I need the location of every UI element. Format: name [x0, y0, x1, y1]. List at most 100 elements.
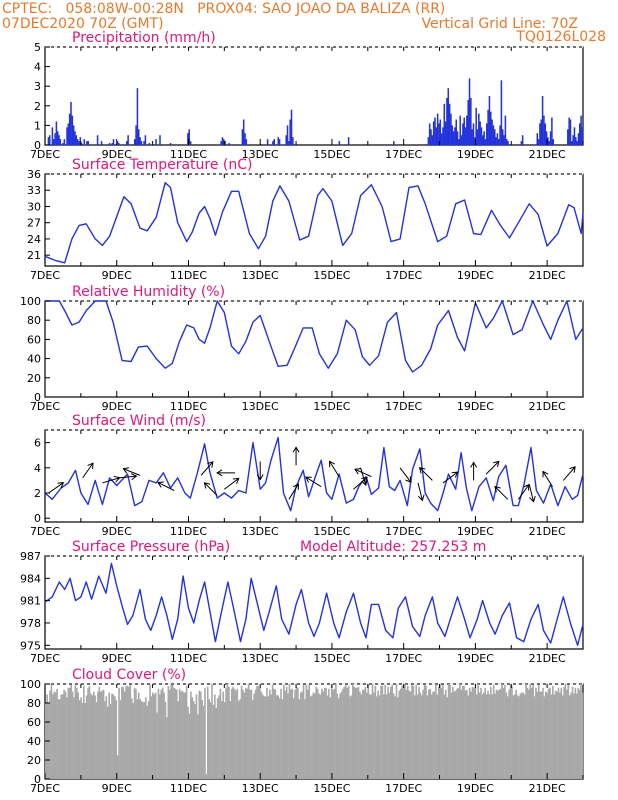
- bar: [570, 692, 572, 779]
- panel-2: 0 20 40 60 80 100 7DEC 9DEC 11DEC 13DEC 15DEC 17DEC…: [20, 284, 584, 413]
- bar: [259, 687, 261, 779]
- bar: [502, 687, 505, 779]
- bar: [468, 687, 471, 779]
- bar: [495, 137, 497, 145]
- bar: [209, 702, 212, 779]
- bar: [332, 689, 334, 779]
- bar: [169, 143, 172, 145]
- bar: [433, 691, 436, 779]
- bar: [507, 141, 509, 145]
- bar: [483, 692, 485, 779]
- bar: [539, 123, 541, 145]
- header-run-time: 07DEC2020 70Z (GMT): [2, 16, 164, 32]
- bar: [492, 684, 495, 779]
- bar: [228, 686, 230, 779]
- bar: [192, 701, 195, 779]
- bar: [574, 687, 577, 779]
- bar: [144, 135, 147, 145]
- bar: [556, 691, 558, 779]
- bar: [460, 135, 463, 145]
- y-tick-label: 987: [20, 550, 41, 563]
- y-tick-label: 0: [34, 391, 41, 404]
- bar: [491, 694, 494, 779]
- bar: [575, 693, 578, 779]
- bar: [273, 688, 275, 779]
- bar: [80, 697, 82, 779]
- bar: [446, 697, 448, 779]
- bar: [142, 702, 144, 779]
- bar: [328, 688, 330, 779]
- bar: [156, 712, 158, 779]
- wind-arrows: [48, 446, 576, 503]
- bar: [87, 687, 89, 779]
- bar: [505, 139, 508, 145]
- panel-title: Surface Pressure (hPa): [72, 539, 230, 555]
- bar: [77, 692, 79, 779]
- bar: [549, 687, 551, 779]
- bar: [305, 684, 308, 779]
- bar: [126, 685, 129, 779]
- y-tick-label: 4: [34, 61, 41, 74]
- bar: [501, 684, 503, 779]
- bar: [199, 691, 202, 779]
- bar: [218, 695, 220, 779]
- bar: [230, 688, 233, 779]
- bar: [254, 689, 257, 779]
- bar: [443, 103, 446, 145]
- bar: [256, 685, 258, 779]
- bar: [478, 692, 481, 779]
- bar: [164, 702, 167, 779]
- series-line: [44, 562, 584, 646]
- bar: [428, 123, 431, 145]
- bar: [430, 694, 433, 779]
- y-tick-label: 36: [27, 168, 41, 181]
- bar: [57, 699, 60, 779]
- x-tick-label: 11DEC: [170, 525, 207, 538]
- bar: [573, 693, 575, 779]
- bar: [436, 113, 439, 145]
- bar: [374, 685, 377, 779]
- wind-arrow: [542, 470, 553, 487]
- bar: [456, 688, 458, 779]
- bar: [490, 686, 492, 779]
- bar: [335, 684, 337, 779]
- bar: [503, 135, 505, 145]
- bar: [368, 694, 371, 779]
- bar: [377, 690, 379, 779]
- wind-arrow: [82, 462, 94, 479]
- bar: [139, 137, 141, 145]
- x-tick-label: 15DEC: [313, 652, 350, 665]
- bar: [521, 692, 523, 779]
- bar: [528, 689, 530, 779]
- bar: [205, 774, 208, 779]
- wind-arrow: [292, 446, 300, 466]
- wind-arrow: [354, 468, 372, 478]
- bar: [244, 133, 246, 145]
- bar: [443, 694, 446, 779]
- bar: [329, 697, 332, 779]
- bar: [497, 139, 500, 145]
- bar: [412, 685, 415, 779]
- bar: [67, 687, 70, 779]
- bar: [84, 703, 87, 779]
- bar: [573, 127, 576, 145]
- bar: [53, 691, 56, 779]
- bar: [242, 689, 244, 779]
- panel-3: 0 2 4 6 7DEC 9DEC 11DEC 13DEC 15DEC 17DEC 19DEC 21D…: [30, 413, 584, 538]
- bar: [442, 684, 444, 779]
- bar: [395, 684, 398, 779]
- bar: [336, 693, 339, 779]
- bar: [257, 685, 260, 779]
- bar: [159, 135, 161, 145]
- bar: [183, 692, 185, 779]
- bar: [515, 689, 518, 779]
- x-tick-label: 17DEC: [385, 269, 422, 282]
- bar: [454, 690, 457, 779]
- x-tick-label: 7DEC: [30, 525, 60, 538]
- bar: [261, 694, 264, 779]
- bar: [453, 691, 456, 779]
- y-tick-label: 100: [20, 295, 41, 308]
- bar: [272, 141, 274, 145]
- bar: [425, 685, 427, 779]
- bar: [390, 686, 392, 779]
